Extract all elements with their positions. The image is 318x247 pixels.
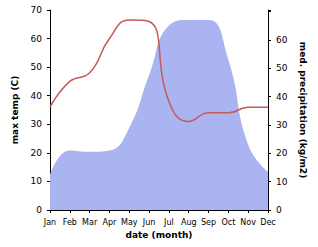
svg-text:60: 60 <box>31 34 43 44</box>
svg-text:Mar: Mar <box>82 218 98 227</box>
svg-text:40: 40 <box>31 91 43 101</box>
svg-text:60: 60 <box>276 35 288 45</box>
svg-text:50: 50 <box>276 63 288 73</box>
svg-text:Oct: Oct <box>221 218 235 227</box>
svg-text:Sep: Sep <box>201 218 216 227</box>
svg-text:Aug: Aug <box>181 218 197 227</box>
svg-text:20: 20 <box>276 148 288 158</box>
svg-text:Apr: Apr <box>103 218 118 227</box>
svg-text:May: May <box>121 218 138 227</box>
svg-text:0: 0 <box>276 205 282 215</box>
svg-text:med. precipitation (kg/m2): med. precipitation (kg/m2) <box>298 42 308 178</box>
svg-text:date (month): date (month) <box>126 230 193 240</box>
svg-text:30: 30 <box>276 120 288 130</box>
svg-text:10: 10 <box>276 177 288 187</box>
svg-text:Jun: Jun <box>142 218 156 227</box>
svg-text:Nov: Nov <box>240 218 256 227</box>
svg-text:50: 50 <box>31 62 43 72</box>
svg-text:Jul: Jul <box>163 218 174 227</box>
svg-text:70: 70 <box>31 5 43 15</box>
svg-text:30: 30 <box>31 119 43 129</box>
svg-text:Feb: Feb <box>63 218 77 227</box>
svg-text:Dec: Dec <box>260 218 275 227</box>
svg-text:10: 10 <box>31 176 43 186</box>
svg-text:40: 40 <box>276 92 288 102</box>
svg-text:max temp (C): max temp (C) <box>10 76 20 145</box>
svg-text:20: 20 <box>31 148 43 158</box>
svg-text:Jan: Jan <box>43 218 56 227</box>
svg-text:0: 0 <box>36 205 42 215</box>
